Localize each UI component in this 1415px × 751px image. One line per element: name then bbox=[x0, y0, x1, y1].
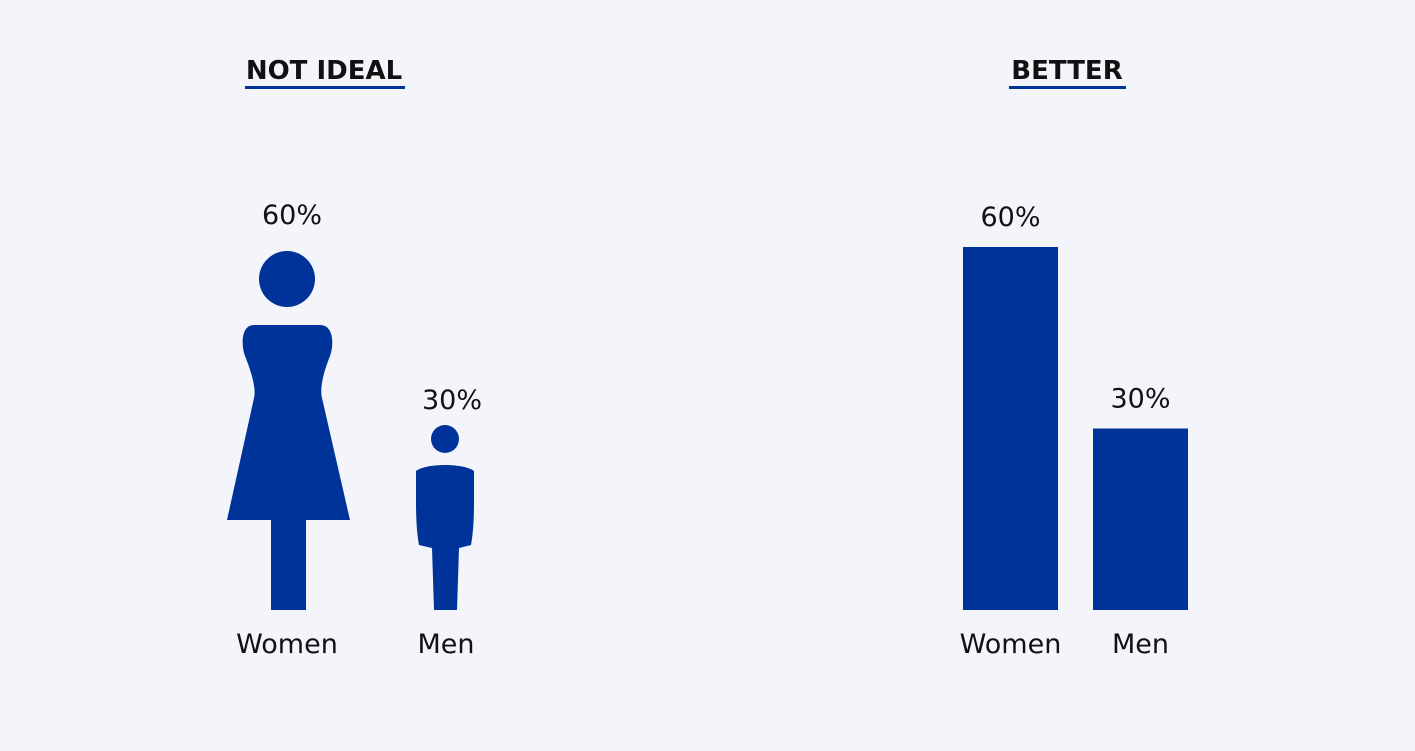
pictogram-title: NOT IDEAL bbox=[246, 56, 402, 86]
woman-icon-head bbox=[259, 251, 315, 307]
pictogram-title-underline bbox=[245, 86, 405, 89]
bar-women bbox=[963, 247, 1058, 610]
woman-icon-dress bbox=[227, 325, 350, 520]
bar-men bbox=[1093, 428, 1188, 610]
pictogram-category-label-men: Men bbox=[417, 629, 474, 660]
bar-value-label-men: 30% bbox=[1110, 384, 1170, 415]
bar-chart-title: BETTER bbox=[1011, 56, 1122, 86]
bar-value-label-women: 60% bbox=[980, 202, 1040, 233]
bar-panel: BETTER 60% Women 30% Men bbox=[960, 56, 1188, 660]
woman-icon bbox=[227, 251, 350, 610]
bar-chart-title-underline bbox=[1009, 86, 1126, 89]
pictogram-panel: NOT IDEAL 60% 30% Women Men bbox=[227, 56, 482, 660]
man-icon-head bbox=[431, 425, 459, 453]
man-icon bbox=[416, 425, 474, 610]
man-icon-body bbox=[416, 465, 474, 610]
pictogram-value-label-men: 30% bbox=[422, 385, 482, 416]
woman-icon-legs bbox=[271, 519, 306, 610]
bar-category-label-men: Men bbox=[1112, 629, 1169, 660]
pictogram-category-label-women: Women bbox=[236, 629, 338, 660]
bar-category-label-women: Women bbox=[960, 629, 1062, 660]
bar-layer: 60% Women 30% Men bbox=[960, 202, 1188, 660]
pictogram-value-label-women: 60% bbox=[262, 200, 322, 231]
